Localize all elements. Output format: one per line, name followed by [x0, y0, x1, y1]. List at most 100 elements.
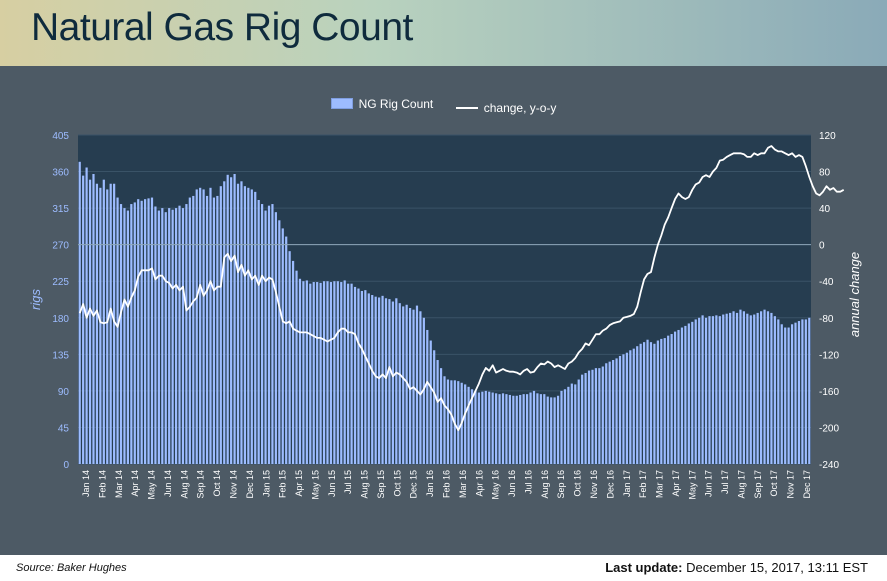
x-tick-label: Oct 15 [392, 470, 402, 497]
bar [436, 360, 439, 464]
bar [574, 384, 577, 464]
left-axis-title: rigs [28, 289, 43, 310]
bar [395, 298, 398, 464]
legend-item-rig-count[interactable]: NG Rig Count [330, 97, 433, 111]
left-tick-label: 135 [52, 350, 69, 361]
bar [209, 187, 212, 464]
bar [316, 282, 319, 464]
bar [667, 335, 670, 464]
x-tick-label: Jun 16 [507, 470, 517, 497]
bar [601, 366, 604, 464]
bar [312, 282, 315, 464]
bar [660, 338, 663, 464]
x-tick-label: Sep 16 [556, 470, 566, 499]
bar [691, 321, 694, 464]
bar [725, 313, 728, 464]
bar [326, 281, 329, 464]
bar [488, 391, 491, 464]
bar [357, 288, 360, 464]
bar [467, 386, 470, 464]
bar [285, 236, 288, 464]
bar [319, 282, 322, 464]
bar [694, 319, 697, 464]
x-tick-label: Dec 16 [605, 470, 615, 499]
bar [612, 360, 615, 464]
bar [722, 314, 725, 464]
bar [457, 381, 460, 464]
left-tick-label: 360 [52, 168, 69, 179]
bar [288, 251, 291, 464]
x-tick-label: Jan 16 [425, 470, 435, 497]
bar [391, 301, 394, 464]
bar [646, 339, 649, 464]
x-tick-label: Aug 15 [360, 470, 370, 499]
bar [756, 312, 759, 464]
x-tick-label: Jul 17 [720, 470, 730, 494]
bar [701, 315, 704, 464]
bar [147, 198, 150, 464]
bar [230, 177, 233, 464]
bar [257, 199, 260, 464]
bar [639, 343, 642, 464]
bar [82, 175, 85, 464]
bar [553, 397, 556, 464]
bar [329, 282, 333, 464]
last-update-value: December 15, 2017, 13:11 EST [686, 560, 868, 575]
x-tick-label: May 15 [310, 470, 320, 500]
bar [212, 197, 216, 465]
x-tick-label: Nov 17 [786, 470, 796, 499]
bar [556, 395, 560, 464]
bar [439, 368, 443, 464]
x-tick-label: Dec 15 [409, 470, 419, 499]
bar [653, 343, 656, 464]
legend-label-change: change, y-o-y [483, 101, 557, 115]
bar [381, 295, 384, 464]
source-note: Source: Baker Hughes [16, 562, 127, 574]
bar [732, 311, 735, 464]
bar [185, 204, 188, 464]
x-tick-label: Sep 15 [376, 470, 386, 499]
bar [797, 321, 801, 464]
bar [550, 397, 553, 464]
left-tick-label: 225 [52, 277, 69, 288]
x-tick-label: Apr 16 [474, 470, 484, 497]
bar [680, 327, 684, 464]
bar [371, 295, 374, 464]
bar [192, 195, 195, 465]
x-tick-label: Nov 14 [229, 470, 239, 499]
bar [656, 340, 659, 464]
bar [567, 386, 570, 464]
bar [205, 195, 209, 465]
bar [408, 308, 412, 464]
bar [495, 393, 498, 464]
bar [484, 390, 487, 464]
bar [178, 205, 181, 464]
bar [505, 394, 508, 464]
x-tick-label: Nov 16 [589, 470, 599, 499]
bar [711, 316, 715, 464]
legend-item-change[interactable]: change, y-o-y [455, 101, 557, 115]
bar [154, 206, 157, 464]
bar [422, 317, 425, 464]
bar [340, 282, 343, 464]
bar [360, 290, 364, 464]
bar [501, 393, 505, 464]
bar [663, 338, 666, 464]
bar [808, 317, 811, 464]
bar [515, 395, 518, 464]
bar [350, 283, 353, 464]
bar [591, 369, 594, 464]
bar [378, 297, 381, 464]
bar [384, 298, 388, 464]
bar [687, 323, 690, 464]
bar [780, 324, 783, 464]
bar [673, 331, 677, 464]
bar [291, 260, 295, 464]
bar [446, 379, 450, 464]
left-tick-label: 180 [52, 314, 69, 325]
x-tick-label: Oct 17 [769, 470, 779, 497]
bar [271, 204, 274, 464]
bar [525, 394, 529, 464]
bar [787, 327, 790, 464]
bar [746, 313, 749, 464]
